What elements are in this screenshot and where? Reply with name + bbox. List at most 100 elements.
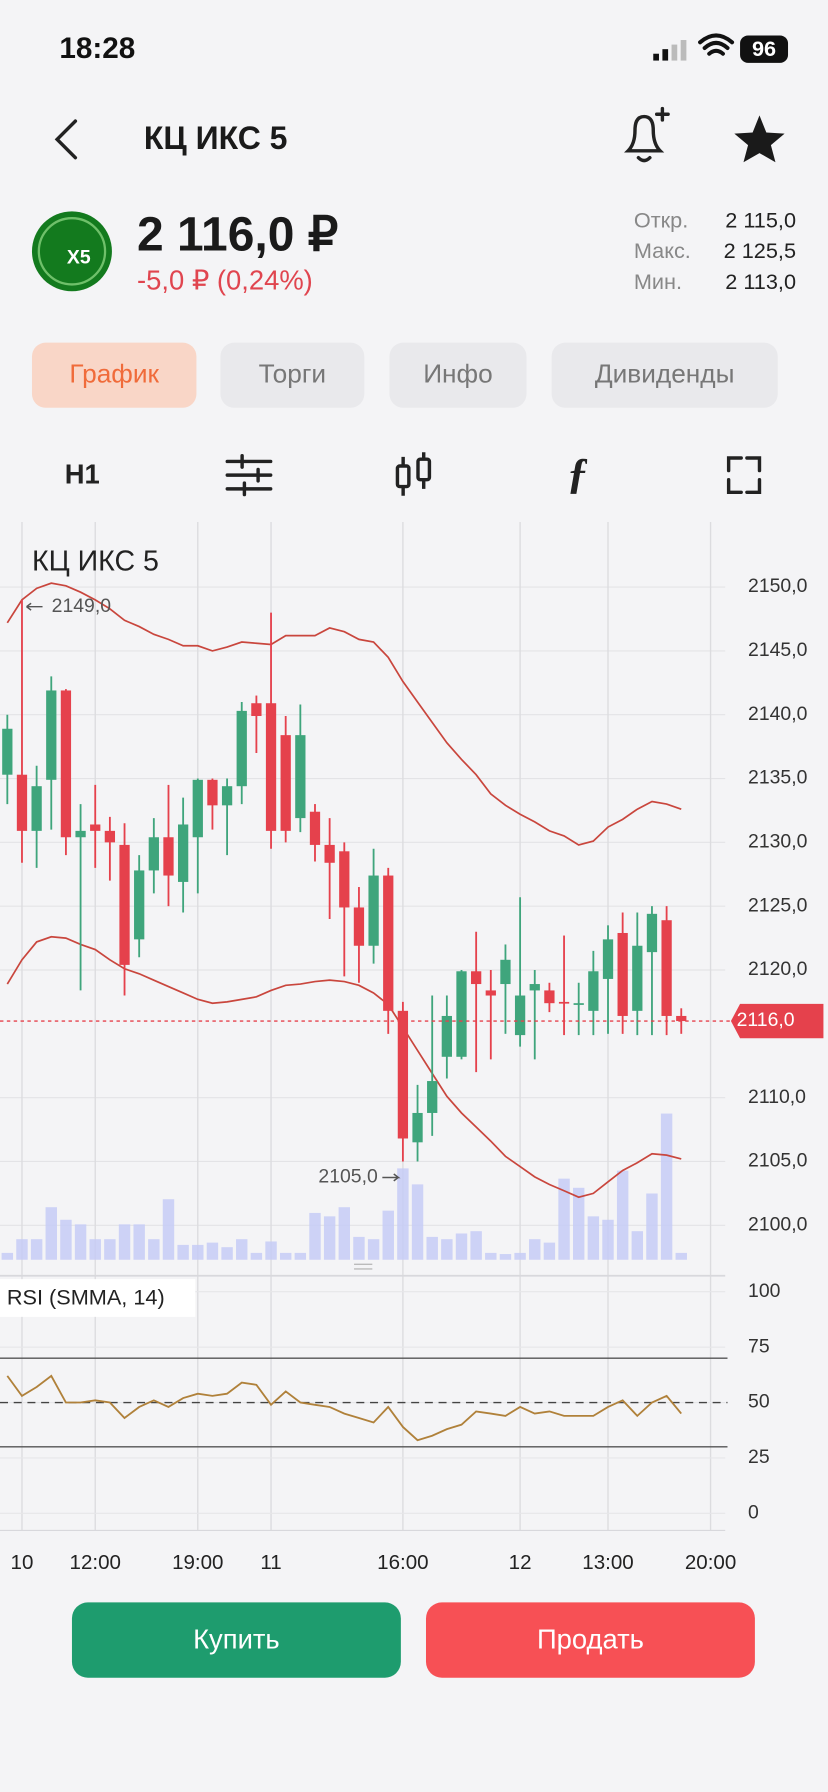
tab[interactable] <box>389 342 527 408</box>
volume-bar <box>558 1178 570 1260</box>
candle-body <box>632 945 643 1011</box>
candle-body <box>558 1001 570 1004</box>
volume-bar <box>411 1184 424 1260</box>
volume-bar <box>177 1244 189 1260</box>
favorite-button[interactable] <box>734 115 785 163</box>
volume-bar <box>646 1193 658 1260</box>
candle-body <box>104 830 116 843</box>
indicators-button[interactable]: ƒ <box>567 449 589 497</box>
tab-label: График <box>69 359 159 389</box>
y-tick-label: 2125,0 <box>748 894 808 916</box>
volume-bar <box>470 1231 482 1260</box>
candle-body <box>676 1015 687 1022</box>
band-line <box>6 582 682 846</box>
volume-bar <box>441 1239 453 1260</box>
chart-title: КЦ ИКС 5 <box>32 546 159 578</box>
candle-body <box>177 824 189 882</box>
back-button[interactable] <box>54 119 78 160</box>
candle-body <box>236 710 247 787</box>
candle-body <box>544 990 555 1004</box>
stat-value: 2 115,0 <box>725 207 796 232</box>
rsi-title: RSI (SMMA, 14) <box>7 1284 165 1309</box>
volume-bar <box>118 1224 131 1260</box>
volume-bar <box>192 1244 204 1260</box>
volume-bar <box>309 1212 321 1260</box>
x-tick-label: 12 <box>509 1551 532 1574</box>
x-tick-label: 12:00 <box>70 1551 121 1574</box>
volume-bar <box>631 1231 644 1260</box>
settings-button[interactable] <box>225 454 273 497</box>
volume-bar <box>221 1247 233 1260</box>
y-tick-label: 50 <box>748 1391 770 1413</box>
candle-body <box>295 735 306 819</box>
volume-bar <box>89 1239 101 1260</box>
volume-bar <box>367 1239 380 1260</box>
sell-button[interactable] <box>425 1602 755 1678</box>
volume-bar <box>104 1239 116 1260</box>
volume-bar <box>455 1233 468 1260</box>
candle-body <box>529 984 540 991</box>
tab-active[interactable] <box>31 342 197 408</box>
candle-body <box>163 837 174 876</box>
volume-bar <box>45 1207 57 1260</box>
stat-label: Откр. <box>634 207 688 232</box>
x-tick-label: 19:00 <box>172 1551 223 1574</box>
candle-body <box>427 1081 438 1113</box>
buy-label: Купить <box>193 1623 280 1654</box>
volume-bar <box>16 1239 28 1260</box>
volume-bar <box>279 1252 292 1260</box>
volume-bar <box>30 1239 43 1260</box>
chart-type-button[interactable] <box>395 452 432 496</box>
y-tick-label: 2110,0 <box>748 1086 806 1108</box>
volume-bar <box>660 1113 673 1260</box>
tab[interactable] <box>220 342 365 408</box>
header-title: КЦ ИКС 5 <box>144 120 288 156</box>
candle-body <box>16 774 28 831</box>
x-tick-label: 11 <box>260 1551 281 1574</box>
candle-body <box>500 959 511 985</box>
low-label: 2105,0 <box>318 1166 378 1188</box>
candle-body <box>588 971 599 1011</box>
volume-bar <box>323 1216 336 1260</box>
buy-button[interactable] <box>71 1602 401 1678</box>
candle-body <box>368 875 379 946</box>
volume-bar <box>133 1224 145 1260</box>
alert-button[interactable] <box>624 106 670 163</box>
candle-body <box>192 779 203 838</box>
volume-bar <box>675 1252 687 1260</box>
candle-body <box>441 1015 452 1057</box>
volume-bar <box>60 1219 72 1260</box>
stat-value: 2 125,5 <box>724 238 796 263</box>
candle-body <box>75 830 86 838</box>
y-tick-label: 100 <box>748 1280 781 1302</box>
volume-bar <box>514 1252 526 1260</box>
candle-body <box>46 690 57 780</box>
price: 2 116,0 ₽ <box>137 208 338 261</box>
volume-bar <box>426 1236 438 1260</box>
tab[interactable] <box>551 342 778 408</box>
candle-body <box>412 1112 423 1143</box>
candle-body <box>90 824 101 831</box>
candle-body <box>60 690 72 838</box>
x-tick-label: 20:00 <box>685 1551 736 1574</box>
rsi-line <box>6 1374 682 1442</box>
rsi-title-box <box>0 1279 196 1317</box>
battery-icon <box>740 35 789 63</box>
y-tick-label: 2130,0 <box>748 830 808 852</box>
candle-body <box>2 728 13 775</box>
candle-body <box>119 844 130 965</box>
candle-body <box>397 1010 409 1139</box>
low-arrow <box>382 1173 401 1182</box>
high-arrow <box>26 602 43 611</box>
y-tick-label: 2135,0 <box>748 767 808 789</box>
volume-bar <box>382 1210 394 1260</box>
tab-label: Дивиденды <box>595 359 735 389</box>
candle-body <box>456 971 467 1057</box>
fullscreen-button[interactable] <box>726 456 762 494</box>
candle-body <box>31 786 42 831</box>
volume-bar <box>74 1224 87 1260</box>
high-label: 2149,0 <box>52 595 112 617</box>
volume-bar <box>250 1252 263 1260</box>
timeframe-button[interactable]: H1 <box>65 459 100 490</box>
y-tick-label: 0 <box>748 1501 759 1523</box>
